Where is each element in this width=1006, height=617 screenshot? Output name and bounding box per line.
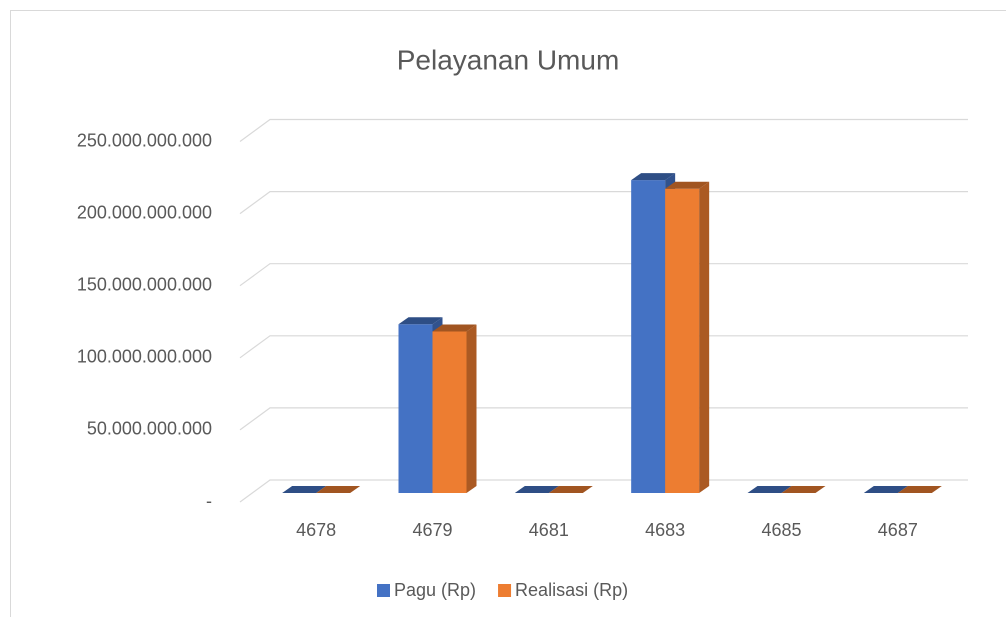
grid-line	[239, 118, 968, 142]
x-tick-label: 4683	[645, 520, 685, 540]
bar-face	[897, 486, 942, 493]
bar-face	[466, 324, 477, 493]
bar-face	[699, 181, 710, 493]
x-tick-label: 4687	[878, 520, 918, 540]
chart-border	[10, 10, 1006, 617]
chart-title: Pelayanan Umum	[397, 44, 620, 75]
bar-face	[863, 486, 908, 493]
bar-face	[316, 486, 361, 493]
bar-face	[665, 181, 710, 189]
legend-swatch	[498, 584, 512, 597]
bar-face	[432, 324, 477, 332]
grid-line	[239, 407, 968, 431]
bar	[897, 486, 942, 493]
legend-swatch	[377, 584, 390, 597]
grid-line	[239, 263, 968, 287]
y-tick-label: 100.000.000.000	[77, 347, 212, 367]
bar-face	[432, 331, 467, 493]
x-tick-label: 4679	[412, 520, 452, 540]
x-tick-label: 4681	[529, 520, 569, 540]
legend-label: Realisasi (Rp)	[515, 580, 628, 600]
grid-line	[239, 479, 968, 503]
bar-face	[398, 324, 433, 493]
y-tick-label: -	[206, 491, 212, 511]
bar-face	[631, 180, 666, 493]
bar-face	[747, 486, 792, 493]
bar	[432, 324, 477, 493]
bar	[665, 181, 710, 493]
y-tick-label: 50.000.000.000	[87, 419, 212, 439]
bar-face	[398, 317, 443, 325]
y-tick-label: 250.000.000.000	[77, 130, 212, 150]
x-tick-label: 4678	[296, 520, 336, 540]
bar	[282, 486, 327, 493]
legend-label: Pagu (Rp)	[394, 580, 476, 600]
bar-face	[781, 486, 826, 493]
x-tick-label: 4685	[761, 520, 801, 540]
bar-face	[665, 188, 700, 493]
bar-face	[282, 486, 327, 493]
y-tick-label: 200.000.000.000	[77, 202, 212, 222]
bar-face	[631, 173, 676, 181]
bar	[781, 486, 826, 493]
bar-face	[514, 486, 559, 493]
y-tick-label: 150.000.000.000	[77, 274, 212, 294]
bar-face	[548, 486, 593, 493]
grid-line	[239, 191, 968, 215]
bar	[548, 486, 593, 493]
bar	[316, 486, 361, 493]
grid-line	[239, 335, 968, 359]
bar	[514, 486, 559, 493]
bar	[863, 486, 908, 493]
bar	[747, 486, 792, 493]
